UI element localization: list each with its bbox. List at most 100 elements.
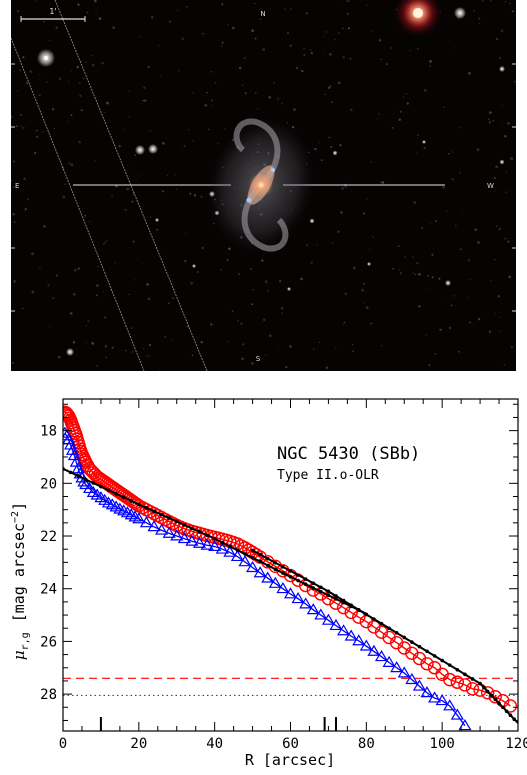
x-axis-label: R [arcsec]	[245, 751, 335, 769]
fit-point	[182, 523, 187, 527]
fit-point	[83, 477, 88, 482]
scale-bar: 1'	[20, 7, 86, 22]
data-point	[352, 634, 366, 646]
fit-point	[341, 598, 346, 603]
fit-point	[152, 509, 156, 514]
fit-point	[220, 540, 225, 545]
data-point	[314, 608, 328, 620]
fit-point	[205, 533, 209, 538]
fit-point	[91, 481, 96, 485]
y-tick-label: 20	[40, 476, 57, 492]
data-point	[162, 526, 176, 538]
y-axis-label-mu: μ	[10, 650, 28, 660]
data-point	[299, 597, 313, 609]
y-axis-label-exp: −2	[10, 511, 21, 523]
data-point	[344, 629, 358, 641]
data-point	[230, 549, 244, 562]
y-axis-label-sub: r,g	[20, 632, 31, 650]
galaxy-ngc5430	[207, 117, 315, 253]
data-point	[177, 531, 191, 544]
compass-east: E	[15, 182, 19, 190]
compass-west: W	[487, 182, 494, 190]
data-point	[68, 426, 83, 440]
fit-point	[190, 526, 194, 531]
x-tick-label: 60	[282, 736, 299, 752]
galaxy-image: 1' N S E W	[11, 0, 516, 371]
fit-point	[410, 640, 414, 644]
data-point	[170, 529, 184, 541]
fit-point	[258, 559, 262, 564]
data-point	[458, 678, 472, 692]
data-point	[261, 571, 275, 583]
data-point	[443, 672, 457, 687]
data-point	[215, 542, 229, 554]
fit-point	[235, 548, 240, 552]
data-point	[223, 545, 237, 557]
fit-point	[228, 544, 232, 549]
data-point	[450, 675, 465, 689]
fit-point	[167, 516, 171, 520]
data-point	[443, 699, 457, 711]
compass-south: S	[256, 355, 261, 363]
data-point	[465, 682, 480, 696]
chart-panel: NGC 5430 (SBb) Type II.o-OLR R [arcsec] …	[0, 381, 527, 771]
fit-point	[311, 581, 316, 585]
data-point	[450, 708, 464, 720]
fit-point	[356, 607, 361, 612]
fit-point	[303, 577, 308, 581]
data-point	[412, 679, 426, 691]
series-fit-outer	[250, 548, 518, 724]
data-series	[63, 405, 518, 731]
data-point	[374, 650, 389, 662]
fit-point	[258, 552, 262, 557]
fit-point	[485, 689, 490, 694]
fit-point	[303, 582, 308, 587]
data-point	[204, 529, 218, 544]
fit-point	[482, 685, 486, 690]
data-point	[405, 672, 419, 685]
x-tick-label: 80	[358, 736, 375, 752]
x-tick-label: 40	[206, 736, 223, 752]
fit-point	[364, 612, 369, 617]
data-point	[84, 464, 99, 478]
data-point	[488, 690, 502, 704]
y-tick-label: 26	[40, 634, 57, 650]
y-tick-label: 28	[40, 687, 57, 703]
fit-point	[508, 713, 513, 717]
y-axis-label-unit: [mag arcsec	[10, 523, 28, 622]
data-point	[390, 661, 404, 673]
data-point	[135, 500, 150, 515]
fit-point	[76, 474, 80, 478]
fit-point	[296, 578, 300, 583]
data-point	[283, 587, 298, 599]
x-tick-label: 0	[59, 736, 67, 752]
data-point	[359, 639, 373, 651]
data-point	[246, 560, 260, 573]
fit-point	[159, 512, 164, 517]
data-point	[306, 603, 320, 615]
fit-point	[288, 569, 293, 573]
fit-point	[250, 555, 255, 560]
data-point	[428, 691, 442, 703]
fit-point	[114, 491, 118, 496]
data-point	[382, 655, 396, 667]
fit-point	[288, 575, 293, 579]
fit-point	[455, 667, 460, 672]
y-axis-label: μr,g [mag arcsec−2]	[10, 502, 31, 660]
fit-point	[243, 552, 247, 556]
fit-point	[501, 705, 505, 710]
chart-title: NGC 5430 (SBb)	[277, 444, 420, 464]
fit-point	[212, 536, 217, 541]
series-triangle	[63, 426, 472, 731]
fit-point	[106, 488, 111, 492]
data-point	[503, 699, 518, 713]
fit-point	[334, 594, 338, 598]
fit-point	[497, 701, 501, 706]
fit-point	[265, 556, 270, 561]
fit-point	[417, 644, 422, 649]
fit-point	[349, 603, 353, 607]
fit-point	[432, 654, 437, 658]
x-tick-label: 100	[430, 736, 455, 752]
data-point	[276, 582, 290, 594]
data-point	[321, 613, 335, 625]
